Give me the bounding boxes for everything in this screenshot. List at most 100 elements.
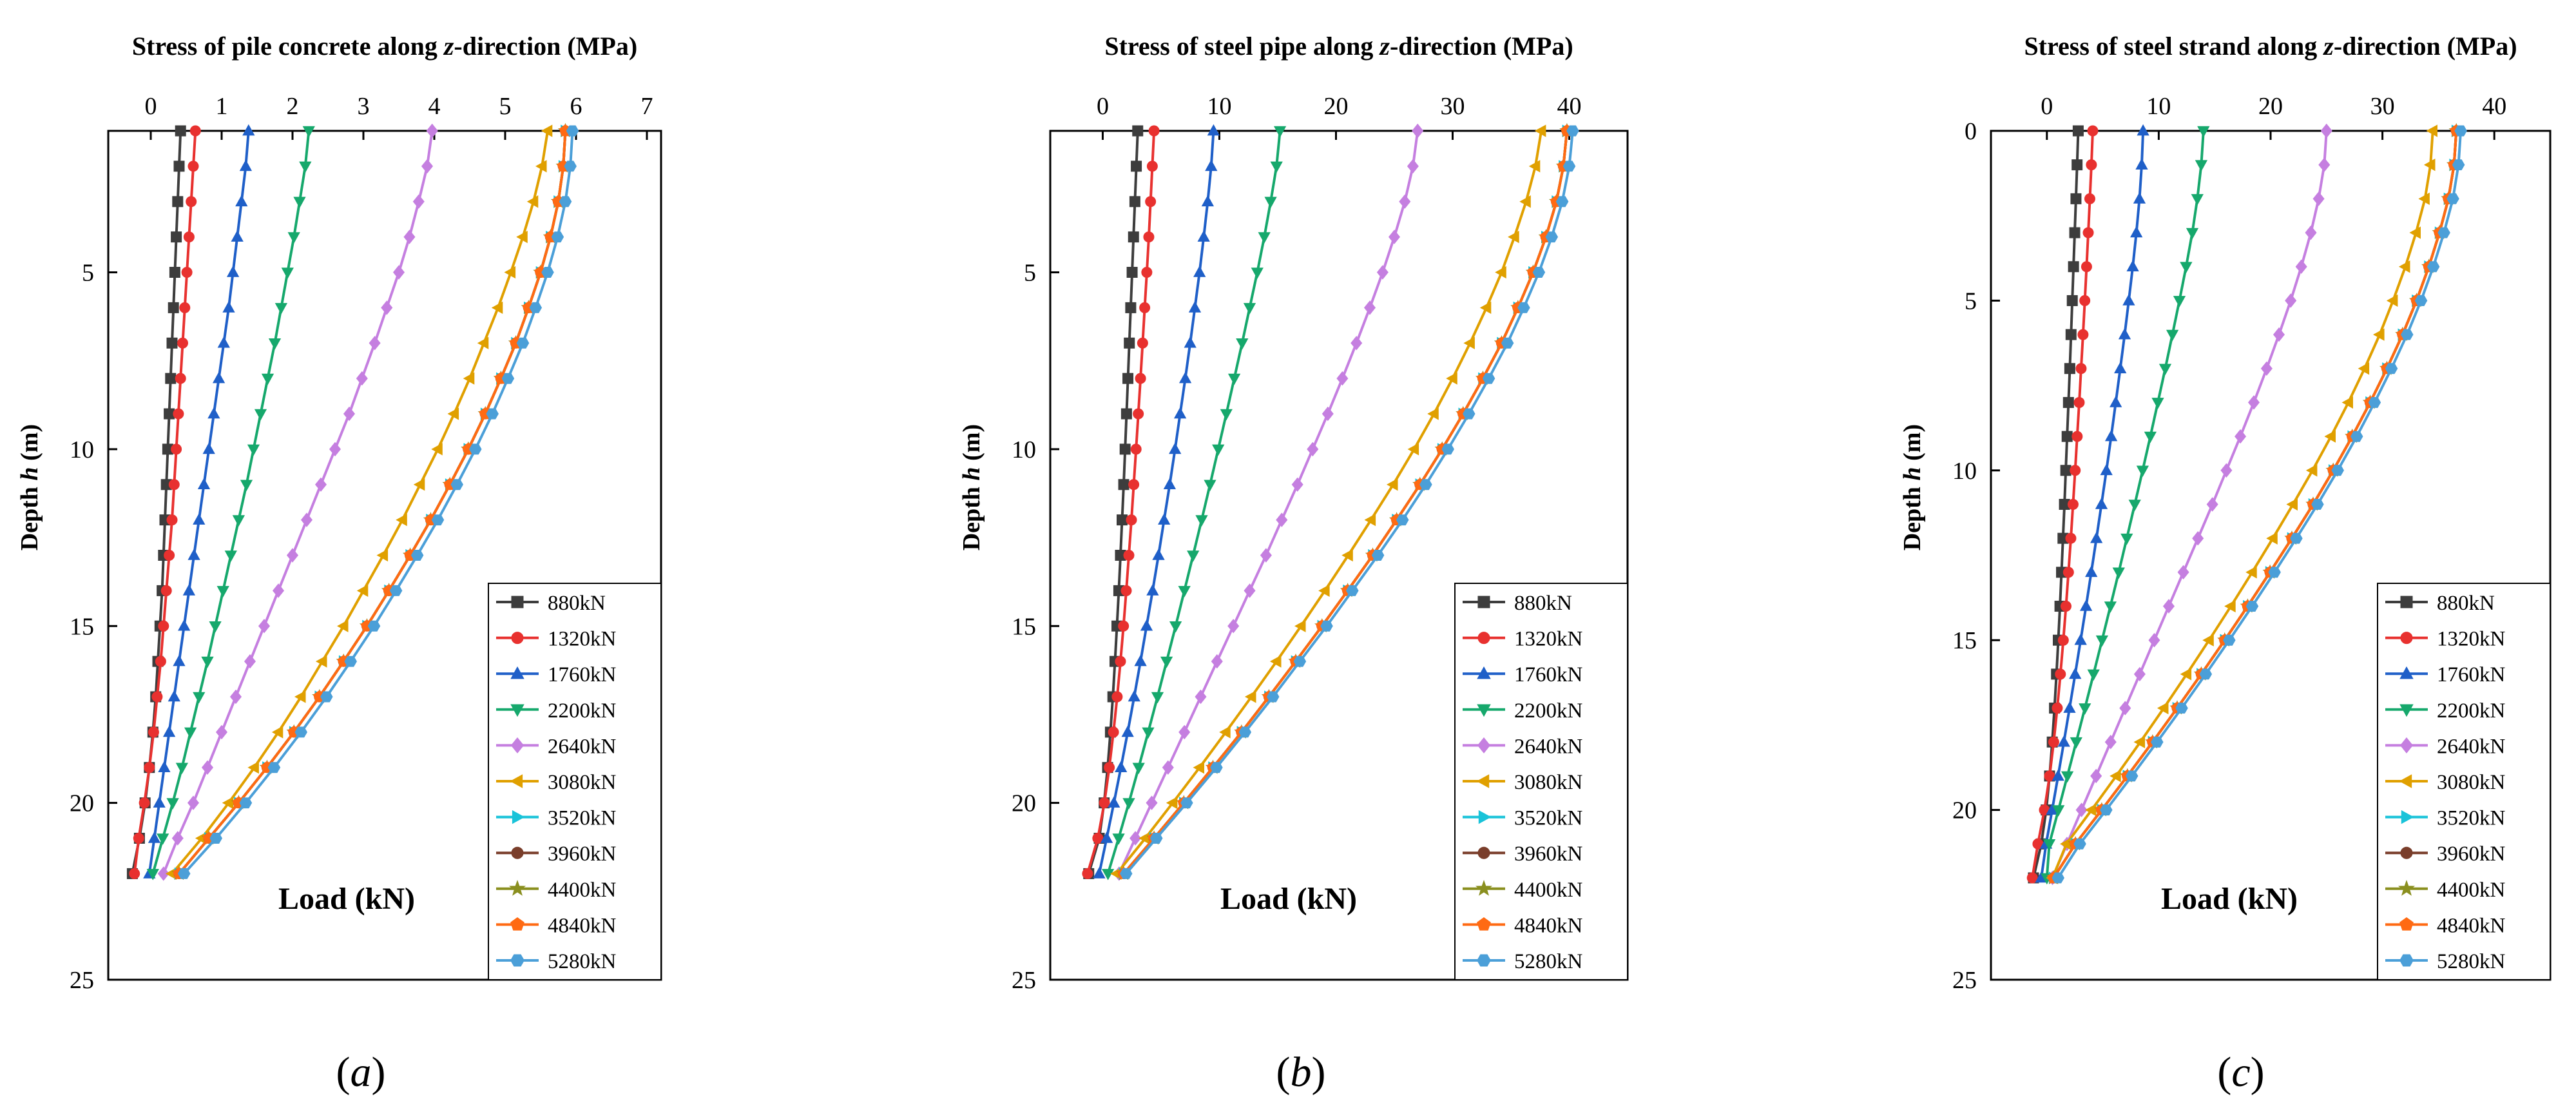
y-axis-title: Depth h (m) [958, 424, 985, 550]
legend-marker [2399, 737, 2414, 753]
legend-label: 5280kN [548, 950, 617, 973]
legend-marker [510, 737, 524, 753]
data-point [2133, 666, 2146, 682]
data-point [207, 407, 220, 419]
data-point [182, 584, 196, 596]
legend-label: 2640kN [548, 735, 617, 758]
data-point [412, 194, 425, 209]
data-point [2104, 735, 2117, 750]
data-point [410, 550, 424, 561]
data-point [164, 550, 175, 561]
data-point [2166, 329, 2179, 342]
data-point [2104, 429, 2118, 442]
data-point [177, 868, 191, 879]
data-point [1482, 373, 1495, 384]
data-point [1238, 726, 1252, 738]
data-point [173, 654, 186, 666]
data-point [541, 124, 553, 137]
legend-label: 3520kN [548, 807, 617, 830]
data-point [2074, 633, 2087, 645]
data-point [413, 478, 425, 491]
data-point [133, 833, 144, 844]
data-point [421, 159, 434, 174]
data-point [1142, 727, 1155, 739]
data-point [1427, 407, 1439, 420]
data-point [2286, 498, 2298, 511]
data-point [1220, 409, 1233, 421]
data-point [1264, 197, 1277, 208]
y-axis-title-part: (m) [958, 424, 985, 467]
data-point [314, 477, 327, 492]
y-tick-label: 5 [1024, 260, 1036, 287]
series-880kN [126, 125, 186, 879]
panel-label: (a) [336, 1049, 386, 1096]
legend-marker [2398, 880, 2416, 896]
data-point [1178, 724, 1191, 740]
series-line [178, 130, 567, 875]
data-point [1291, 477, 1303, 492]
data-point [187, 160, 199, 172]
data-point [2084, 193, 2095, 204]
x-tick-label: 40 [1557, 93, 1581, 120]
panel-label-part: c [2231, 1049, 2250, 1096]
data-point [1100, 831, 1113, 843]
data-point [229, 689, 242, 705]
data-point [1117, 514, 1128, 526]
data-point [1126, 514, 1137, 526]
legend-marker [508, 880, 526, 896]
series-line [1125, 130, 1574, 875]
data-point [1318, 584, 1330, 598]
data-point [2084, 803, 2097, 817]
data-point [2373, 328, 2385, 341]
panel-label: (c) [2217, 1049, 2264, 1096]
data-point [1139, 302, 1151, 313]
data-point [1169, 621, 1182, 633]
chart-title-part: Stress of pile concrete along [132, 32, 444, 61]
data-point [1128, 479, 1140, 491]
data-point [450, 479, 463, 491]
series-line [171, 130, 549, 875]
data-point [2069, 667, 2082, 679]
data-point [201, 656, 214, 668]
data-point [1146, 584, 1159, 596]
y-tick-label: 25 [1952, 967, 1977, 994]
data-point [2057, 634, 2069, 646]
data-point [1269, 655, 1282, 668]
data-point [1132, 125, 1144, 137]
data-point [2368, 397, 2381, 408]
data-point [2100, 463, 2113, 476]
chart-title-part: Stress of steel strand along [2024, 32, 2323, 61]
data-point [2070, 737, 2082, 749]
data-point [1119, 868, 1133, 879]
legend-label: 4840kN [1514, 914, 1583, 937]
data-point [2052, 703, 2063, 714]
series-2640kN [2046, 123, 2332, 886]
data-point [1388, 229, 1401, 244]
data-point [1125, 302, 1137, 313]
data-point [2067, 498, 2079, 510]
y-axis-title: Depth h (m) [16, 424, 43, 550]
legend-label: 1760kN [2437, 663, 2506, 686]
series-5280kN [177, 125, 579, 879]
legend-marker [1477, 846, 1490, 859]
data-point [1566, 125, 1579, 137]
legend-label: 4400kN [548, 879, 617, 902]
data-point [1532, 267, 1546, 278]
data-point [168, 302, 179, 313]
chart-title-part: -direction (MPa) [2334, 32, 2517, 61]
series-3080kN [2046, 124, 2437, 884]
data-point [2423, 159, 2436, 171]
data-point [2191, 194, 2204, 206]
legend-marker [510, 774, 523, 788]
legend-label: 1760kN [548, 663, 617, 686]
data-point [2060, 601, 2071, 612]
data-point [160, 585, 172, 596]
panel-label-part: ) [1312, 1049, 1326, 1096]
data-point [1227, 373, 1241, 385]
data-point [153, 796, 166, 808]
data-point [1294, 619, 1306, 632]
data-point [1108, 726, 1119, 738]
data-point [1101, 869, 1115, 880]
series-line [1087, 130, 1139, 874]
legend-label: 4400kN [2437, 879, 2506, 902]
